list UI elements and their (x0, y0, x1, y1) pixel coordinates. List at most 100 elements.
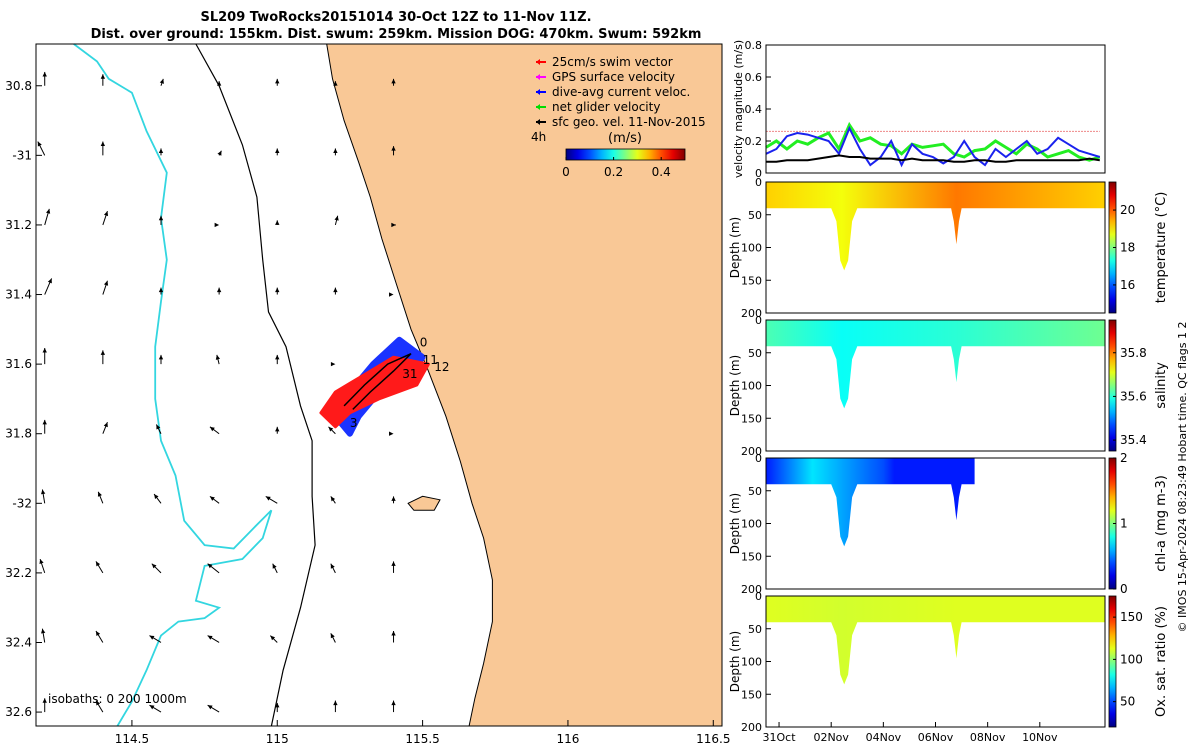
velocity-arrowhead (42, 419, 47, 425)
section-ytick-label: 150 (741, 412, 762, 425)
track-day-label: 31 (402, 367, 417, 381)
section-ytick-label: 200 (741, 583, 762, 596)
map-xtick-label: 115.5 (405, 732, 439, 746)
track-day-label: 3 (350, 416, 358, 430)
velocity-arrowhead (391, 700, 396, 706)
velocity-arrowhead (328, 426, 334, 432)
legend-label: GPS surface velocity (552, 70, 675, 84)
legend-arrowhead (536, 59, 540, 65)
velocity-arrowhead (391, 561, 396, 566)
section-colorbar-tick-label: 50 (1120, 695, 1135, 709)
section-colorbar-label: temperature (°C) (1154, 192, 1169, 304)
section-ytick-label: 50 (748, 209, 762, 222)
legend-arrowhead (536, 89, 540, 95)
section-xtick-label: 02Nov (813, 731, 849, 744)
legend-label: 25cm/s swim vector (552, 55, 673, 69)
velocity-arrowhead (333, 148, 338, 153)
section-ytick-label: 0 (755, 590, 762, 603)
map-ytick-label: -31 (12, 148, 32, 162)
credit-text: © IMOS 15-Apr-2024 08:23:49 Hobart time.… (1176, 322, 1189, 633)
velocity-arrowhead (42, 71, 47, 77)
velocity-series-line (765, 121, 1101, 162)
velocity-series-line (765, 125, 1101, 168)
velocity-arrowhead (216, 287, 222, 293)
section-colorbar-label: Ox. sat. ratio (%) (1154, 606, 1169, 717)
velocity-arrowhead (42, 698, 47, 703)
section-colorbar-tick-label: 35.8 (1120, 346, 1147, 360)
isobath-200m (195, 43, 316, 727)
velocity-arrowhead (275, 354, 280, 360)
section-ytick-label: 150 (741, 688, 762, 701)
section-xtick-label: 04Nov (866, 731, 902, 744)
velocity-arrowhead (100, 141, 106, 147)
velocity-arrowhead (209, 496, 215, 501)
map-frame (35, 43, 723, 727)
velocity-arrowhead (275, 220, 280, 225)
section-colorbar-label: salinity (1154, 362, 1169, 409)
velocity-arrowhead (209, 426, 215, 432)
velocity-arrowhead (95, 630, 101, 636)
velocity-ytick-label: 0 (755, 167, 762, 180)
velocity-arrowhead (389, 431, 394, 436)
section-ytick-label: 150 (741, 550, 762, 563)
map-xtick-label: 116 (556, 732, 579, 746)
velocity-arrowhead (47, 278, 52, 284)
velocity-arrowhead (265, 496, 271, 501)
colorbar-tick-label: 0.4 (652, 165, 671, 179)
velocity-arrowhead (41, 628, 46, 634)
section-colorbar-tick-label: 35.4 (1120, 433, 1147, 447)
island (407, 495, 441, 511)
velocity-arrowhead (391, 630, 396, 636)
velocity-arrowhead (330, 496, 336, 502)
section-ylabel: Depth (m) (728, 217, 742, 278)
velocity-arrowhead (330, 633, 335, 639)
velocity-arrowhead (270, 635, 276, 641)
section-ytick-label: 100 (741, 518, 762, 531)
colorbar-label: (m/s) (608, 131, 642, 146)
section-ytick-label: 0 (755, 176, 762, 189)
velocity-arrowhead (217, 150, 222, 156)
map-ytick-label: 32.4 (5, 635, 32, 649)
section-colorbar-label: chl-a (mg m-3) (1154, 475, 1169, 572)
section-ytick-label: 50 (748, 623, 762, 636)
section-xtick-label: 10Nov (1022, 731, 1058, 744)
section-ylabel: Depth (m) (728, 631, 742, 692)
section-ytick-label: 200 (741, 307, 762, 320)
section-ytick-label: 200 (741, 721, 762, 734)
velocity-series-line (766, 154, 1100, 163)
colorbar-gradient (565, 148, 686, 161)
section-colorbar-tick-label: 2 (1120, 451, 1128, 465)
velocity-arrowhead (275, 78, 280, 84)
velocity-arrowhead (39, 559, 44, 565)
figure-title-line1: SL209 TwoRocks20151014 30-Oct 12Z to 11-… (200, 10, 592, 25)
map-ytick-label: 31.4 (5, 288, 32, 302)
track-day-label: 11 (423, 353, 438, 367)
velocity-arrowhead (100, 74, 106, 79)
velocity-arrowhead (207, 705, 213, 710)
isobath-legend-label: isobaths: 0 200 1000m (48, 692, 187, 706)
section-colorbar-tick-label: 1 (1120, 517, 1128, 531)
legend-arrowhead (536, 104, 540, 110)
glider-track-swim (319, 355, 430, 429)
velocity-arrowhead (103, 422, 108, 428)
section-ytick-label: 0 (755, 314, 762, 327)
map-ytick-label: 31.6 (5, 357, 32, 371)
velocity-arrowhead (216, 81, 222, 86)
isobath-1000m (73, 43, 273, 727)
velocity-arrowhead (207, 635, 213, 640)
velocity-ytick-label: 0.8 (745, 39, 763, 52)
glider-track-path (343, 353, 412, 410)
velocity-arrowhead (103, 280, 109, 286)
section-colorbar-tick-label: 100 (1120, 652, 1143, 666)
colorbar-tick-label: 0.2 (604, 165, 623, 179)
section-ytick-label: 100 (741, 656, 762, 669)
velocity-arrowhead (214, 222, 220, 228)
velocity-arrowhead (42, 348, 47, 353)
velocity-arrowhead (333, 81, 338, 86)
map-xtick-label: 115 (266, 732, 289, 746)
legend-arrowhead (536, 74, 540, 80)
section-xtick-label: 08Nov (970, 731, 1006, 744)
section-colorbar-tick-label: 18 (1120, 241, 1135, 255)
section-colorbar-tick-label: 0 (1120, 582, 1128, 596)
velocity-arrowhead (334, 215, 339, 221)
